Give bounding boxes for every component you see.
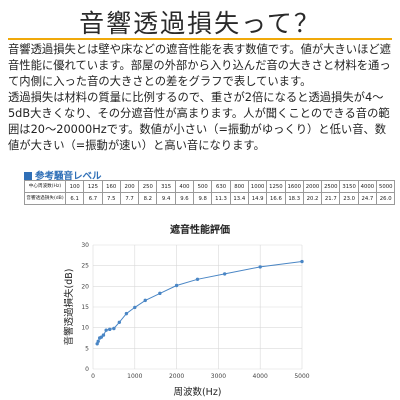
table-cell: 3150: [339, 180, 359, 193]
table-cell: 500: [193, 180, 213, 193]
table-cell: 1250: [266, 180, 286, 193]
table-cell: 20.2: [302, 192, 323, 205]
x-tick-label: 0: [91, 373, 95, 380]
paragraph-mass-law: 透過損失は材料の質量に比例するので、重さが2倍になると透過損失が4〜5dB大きく…: [8, 91, 390, 152]
table-cell: 315: [156, 180, 176, 193]
data-line: [96, 261, 303, 344]
x-axis-label: 周波数(Hz): [173, 386, 221, 398]
data-point: [108, 327, 112, 332]
y-tick-label: 25: [81, 263, 89, 270]
reference-heading-text: 参考騒音レベル: [35, 171, 102, 182]
body-text: 音響透過損失とは壁や床などの遮音性能を表す数値です。値が大きいほど遮音性能に優れ…: [8, 42, 392, 154]
table-cell: 7.5: [101, 192, 121, 205]
table-cell: 1000: [247, 180, 268, 193]
table-cell: 9.4: [156, 192, 176, 205]
data-point: [158, 291, 162, 296]
y-tick-label: 20: [81, 283, 89, 290]
x-tick-label: 4000: [253, 373, 268, 380]
y-tick-label: 30: [81, 242, 89, 249]
table-cell: 21.7: [321, 192, 341, 205]
reference-heading: 参考騒音レベル: [24, 168, 102, 182]
table-cell: 2500: [321, 180, 341, 193]
table-cell: 5000: [376, 180, 396, 193]
table-cell: 4000: [357, 180, 378, 193]
table-cell: 16.6: [266, 192, 286, 205]
table-cell: 8.2: [138, 192, 158, 205]
y-tick-label: 15: [81, 304, 89, 311]
table-cell: 14.9: [247, 192, 268, 205]
table-cell: 630: [211, 180, 231, 193]
table-cell: 6.1: [64, 192, 85, 205]
y-tick-label: 0: [85, 366, 89, 373]
table-cell: 18.3: [284, 192, 304, 205]
paragraph-definition: 音響透過損失とは壁や床などの遮音性能を表す数値です。値が大きいほど遮音性能に優れ…: [8, 43, 391, 88]
data-point: [300, 259, 304, 264]
y-axis-label: 音響透過損失(dB): [63, 269, 75, 346]
table-cell: 800: [229, 180, 249, 193]
table-cell: 9.8: [193, 192, 213, 205]
table-cell: 6.7: [83, 192, 103, 205]
row-label-loss: 音響透過損失(dB): [24, 192, 66, 205]
table-cell: 125: [83, 180, 103, 193]
page-title: 音響透過損失って？: [79, 9, 321, 38]
table-cell: 23.0: [339, 192, 359, 205]
y-tick-label: 5: [85, 345, 89, 352]
data-point: [124, 311, 129, 316]
data-point: [101, 333, 106, 337]
x-tick-label: 1000: [127, 373, 142, 380]
table-cell: 26.0: [376, 192, 396, 205]
data-point: [96, 339, 100, 344]
table-cell: 11.3: [211, 192, 231, 205]
table-row-loss: 音響透過損失(dB) 6.1 6.7 7.5 7.7 8.2 9.4 9.6 9…: [24, 192, 396, 205]
table-cell: 2000: [302, 180, 323, 193]
table-cell: 9.6: [174, 192, 195, 205]
table-cell: 7.7: [119, 192, 140, 205]
data-point: [222, 272, 227, 276]
table-cell: 400: [174, 180, 195, 193]
data-point: [133, 305, 137, 310]
table-cell: 1600: [284, 180, 304, 193]
data-point: [258, 265, 262, 269]
y-tick-label: 10: [81, 325, 89, 332]
title-underline: [8, 38, 392, 40]
x-tick-label: 2000: [169, 373, 184, 380]
table-cell: 200: [119, 180, 140, 193]
chart-title: 遮音性能評価: [170, 225, 230, 236]
data-point: [195, 277, 200, 282]
table-row-frequency: 中心周波数(Hz) 100 125 160 200 250 315 400 50…: [24, 180, 396, 193]
reference-table: 中心周波数(Hz) 100 125 160 200 250 315 400 50…: [24, 180, 396, 205]
x-tick-label: 5000: [294, 373, 309, 380]
data-point: [112, 326, 116, 331]
data-point: [117, 320, 122, 324]
sound-insulation-chart: 遮音性能評価 0 5 10 15 20 25 30 0 1000 2000 3000 4000 5000…: [0, 218, 400, 400]
chart-canvas: 0 5 10 15 20 25 30 0 1000 2000 3000 4000 5000 周波数(Hz)…: [63, 242, 310, 398]
data-point: [99, 335, 104, 339]
row-label-frequency: 中心周波数(Hz): [24, 180, 66, 193]
square-bullet-icon: [24, 172, 32, 180]
table-cell: 160: [101, 180, 121, 193]
table-cell: 24.7: [357, 192, 378, 205]
table-cell: 13.4: [229, 192, 249, 205]
data-point: [174, 283, 179, 288]
table-cell: 250: [138, 180, 158, 193]
data-point: [143, 298, 147, 303]
x-tick-label: 3000: [211, 373, 226, 380]
data-point: [104, 328, 108, 332]
table-cell: 100: [64, 180, 85, 193]
